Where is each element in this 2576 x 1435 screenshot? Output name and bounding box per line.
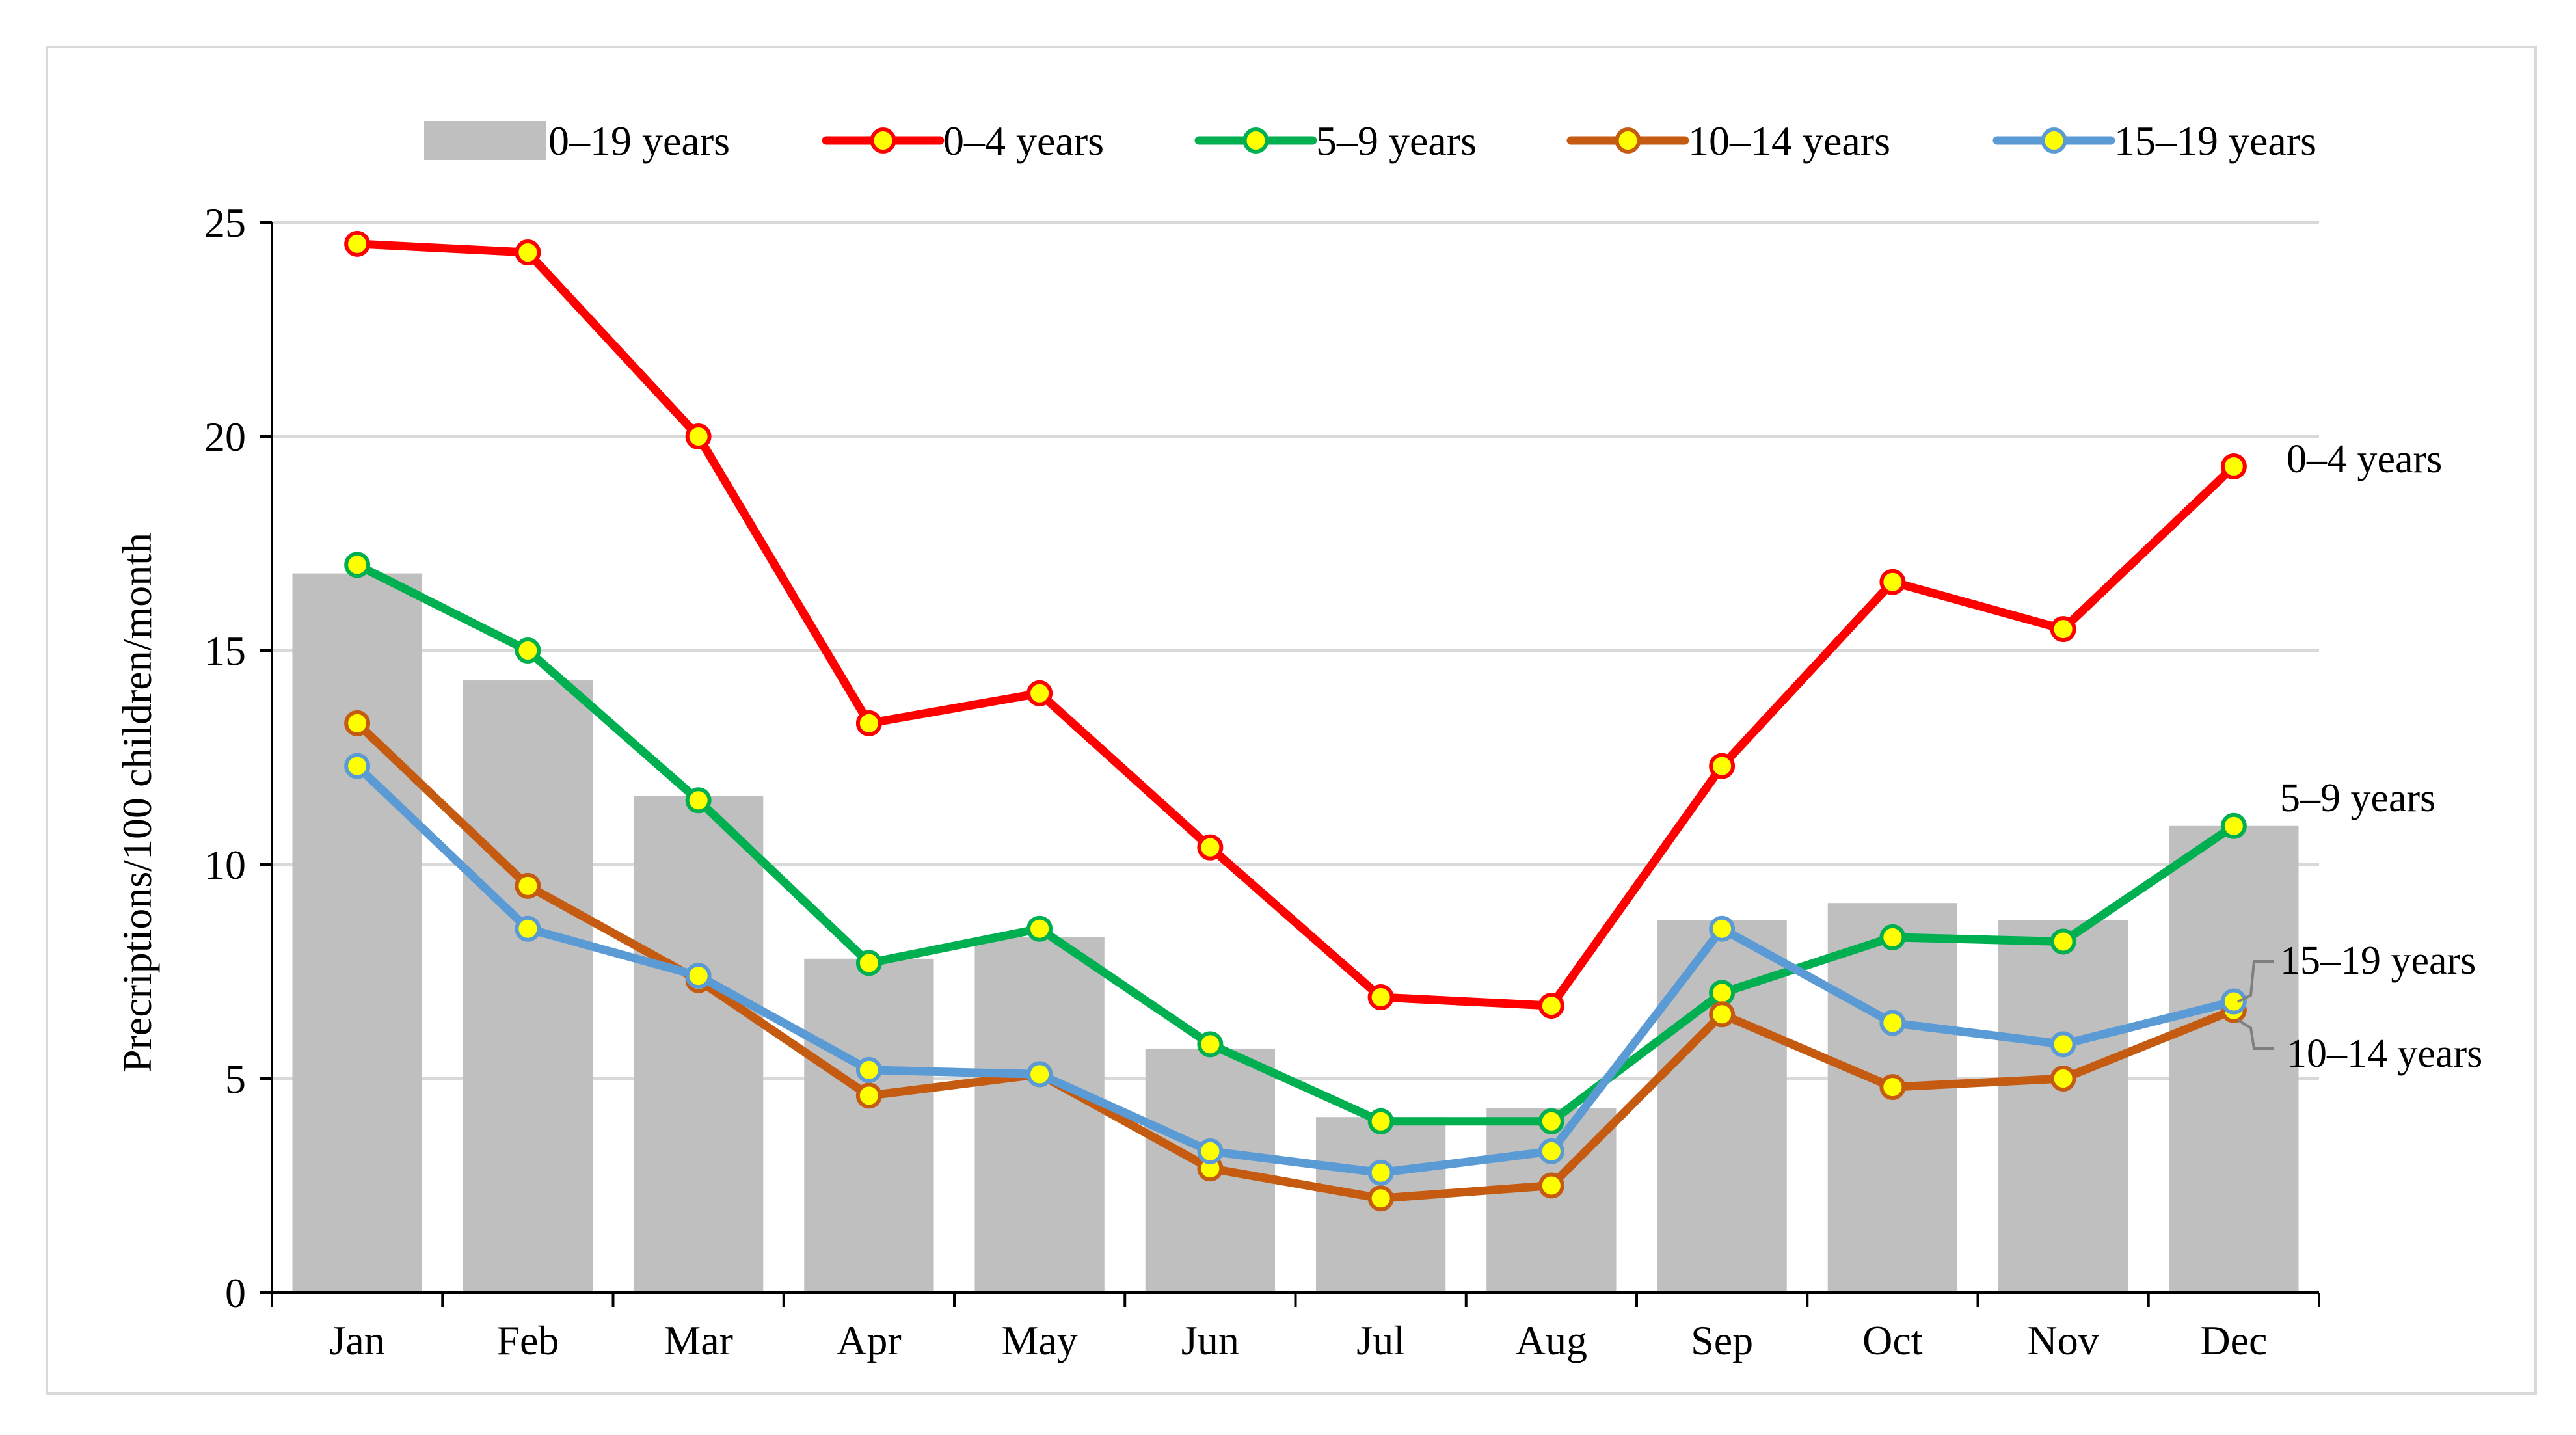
point-feb xyxy=(515,239,541,266)
x-tick-label: Apr xyxy=(837,1317,902,1363)
legend-label: 15–19 years xyxy=(2114,118,2316,164)
x-tick-label: Feb xyxy=(496,1317,559,1363)
point-sep xyxy=(1709,753,1736,779)
point-oct xyxy=(1879,1074,1906,1101)
bar-feb xyxy=(463,680,593,1293)
bar-nov xyxy=(1998,920,2128,1293)
point-oct xyxy=(1879,1010,1906,1036)
bar-dec xyxy=(2169,825,2299,1293)
x-tick-label: Jan xyxy=(329,1317,384,1363)
point-apr xyxy=(855,1056,882,1083)
point-dec xyxy=(2220,812,2247,839)
point-sep xyxy=(1709,915,1736,942)
end-label: 10–14 years xyxy=(2287,1032,2482,1076)
x-tick-label: Oct xyxy=(1862,1317,1923,1363)
y-tick-label: 20 xyxy=(204,414,246,460)
series-line xyxy=(353,762,2238,1177)
legend: 0–19 years 0–4 years 5–9 years 10–14 years 1… xyxy=(424,118,2316,164)
point-dec xyxy=(2220,988,2247,1015)
x-tick-label: Sep xyxy=(1691,1317,1753,1363)
legend-swatch-bars xyxy=(424,121,546,160)
point-dec xyxy=(2220,453,2247,480)
leader-line xyxy=(2236,1019,2274,1050)
legend-label: 10–14 years xyxy=(1688,118,1890,164)
y-tick-label: 0 xyxy=(225,1270,246,1316)
point-jun xyxy=(1197,1138,1224,1164)
point-jul xyxy=(1367,1185,1394,1212)
y-axis-label: Precriptions/100 children/month xyxy=(114,533,160,1073)
line-series xyxy=(344,230,2247,1212)
point-aug xyxy=(1538,1108,1564,1134)
point-jun xyxy=(1197,834,1224,861)
point-may xyxy=(1026,680,1053,706)
x-tick-label: Dec xyxy=(2200,1317,2267,1363)
point-may xyxy=(1026,915,1053,942)
y-tick-label: 15 xyxy=(204,628,246,674)
point-aug xyxy=(1538,1172,1564,1199)
gridlines xyxy=(272,221,2319,1080)
bar-mar xyxy=(633,796,764,1293)
point-sep xyxy=(1709,1001,1736,1028)
y-tick-label: 10 xyxy=(204,842,246,888)
x-tick-label: Nov xyxy=(2028,1317,2099,1363)
point-may xyxy=(1026,1061,1053,1088)
point-nov xyxy=(2050,1031,2076,1058)
point-jul xyxy=(1367,1159,1394,1186)
y-tick-label: 5 xyxy=(225,1056,246,1102)
point-apr xyxy=(855,1082,882,1109)
point-mar xyxy=(685,423,712,449)
x-tick-label: Jul xyxy=(1356,1317,1405,1363)
point-apr xyxy=(855,710,882,736)
series-10-14-years xyxy=(344,710,2247,1212)
point-aug xyxy=(1538,1138,1564,1164)
x-tick-label: Aug xyxy=(1516,1317,1587,1363)
legend-label: 0–4 years xyxy=(943,118,1104,164)
series-line xyxy=(353,239,2238,1010)
point-mar xyxy=(685,787,712,814)
end-label: 15–19 years xyxy=(2280,939,2476,983)
point-nov xyxy=(2050,616,2076,643)
bar-may xyxy=(974,937,1105,1293)
point-jan xyxy=(344,552,371,578)
point-jan xyxy=(344,753,371,779)
point-aug xyxy=(1538,993,1564,1019)
point-jun xyxy=(1197,1031,1224,1058)
point-oct xyxy=(1879,924,1906,950)
series-15-19-years xyxy=(344,753,2247,1186)
y-tick-label: 25 xyxy=(204,200,246,246)
point-mar xyxy=(685,963,712,989)
end-label: 0–4 years xyxy=(2287,437,2442,481)
legend-swatch-marker xyxy=(1615,127,1641,154)
x-tick-label: May xyxy=(1001,1317,1077,1363)
point-feb xyxy=(515,872,541,899)
point-oct xyxy=(1879,569,1906,595)
end-label: 5–9 years xyxy=(2280,776,2435,820)
legend-label: 5–9 years xyxy=(1316,118,1477,164)
axes: 0 5 10 15 20 25 Jan Feb Mar Apr May Jun Jul Aug Sep Oct… xyxy=(204,200,2320,1363)
legend-swatch-marker xyxy=(870,127,896,154)
x-tick-label: Jun xyxy=(1181,1317,1239,1363)
point-jul xyxy=(1367,1108,1394,1134)
series-line xyxy=(353,560,2238,1126)
point-feb xyxy=(515,915,541,942)
legend-swatch-marker xyxy=(1242,127,1269,154)
legend-swatch-marker xyxy=(2041,127,2067,154)
point-sep xyxy=(1709,980,1736,1006)
point-feb xyxy=(515,637,541,664)
bar-jan xyxy=(292,573,422,1293)
point-nov xyxy=(2050,928,2076,955)
point-jan xyxy=(344,230,371,257)
point-jan xyxy=(344,710,371,736)
bar-apr xyxy=(804,958,934,1293)
legend-label-bars: 0–19 years xyxy=(548,118,730,164)
point-jul xyxy=(1367,984,1394,1010)
end-labels: 0–4 years 5–9 years 10–14 years 15–19 years xyxy=(2236,437,2482,1076)
series-5-9-years xyxy=(344,552,2247,1134)
point-nov xyxy=(2050,1066,2076,1092)
point-apr xyxy=(855,950,882,976)
leader-line xyxy=(2237,960,2274,1003)
x-tick-label: Mar xyxy=(664,1317,733,1363)
series-0-4-years xyxy=(344,230,2247,1019)
